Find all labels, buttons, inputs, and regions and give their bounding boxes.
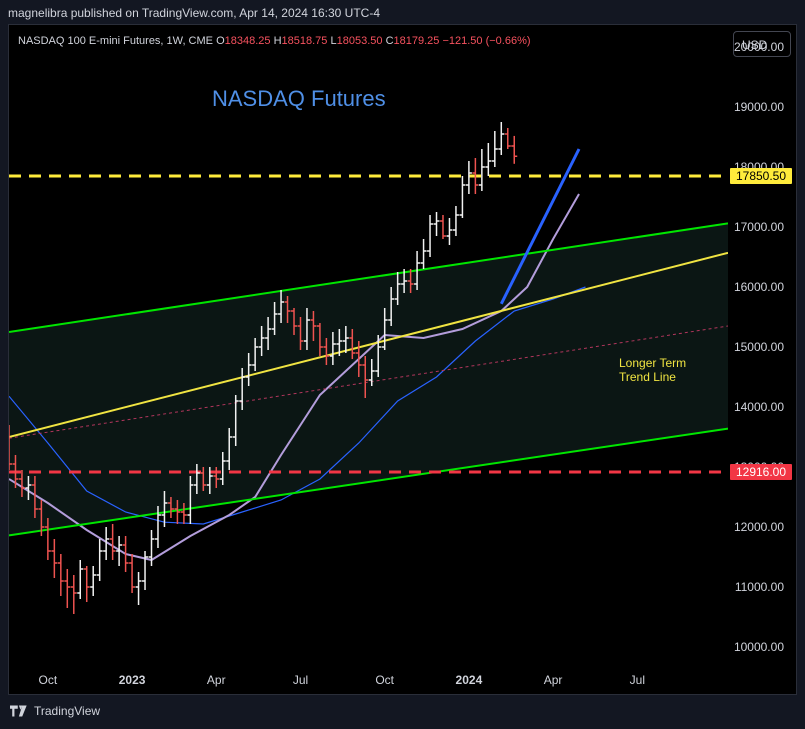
footer-brand: TradingView <box>10 704 100 718</box>
close-value: 18179.25 <box>393 35 440 47</box>
open-label: O <box>216 35 225 47</box>
change-value: −121.50 (−0.66%) <box>442 35 531 47</box>
symbol-legend: NASDAQ 100 E-mini Futures, 1W, CME O1834… <box>18 35 531 47</box>
open-value: 18348.25 <box>224 35 271 47</box>
low-label: L <box>330 35 337 47</box>
chart-frame <box>8 24 797 695</box>
high-value: 18518.75 <box>281 35 328 47</box>
symbol-name: NASDAQ 100 E-mini Futures, 1W, CME <box>18 35 213 47</box>
high-label: H <box>273 35 282 47</box>
publisher-line: magnelibra published on TradingView.com,… <box>8 6 381 20</box>
tradingview-logo-icon <box>10 705 27 717</box>
close-label: C <box>385 35 394 47</box>
low-value: 18053.50 <box>336 35 383 47</box>
currency-button[interactable]: USD <box>733 31 791 57</box>
footer-brand-text: TradingView <box>34 704 101 718</box>
